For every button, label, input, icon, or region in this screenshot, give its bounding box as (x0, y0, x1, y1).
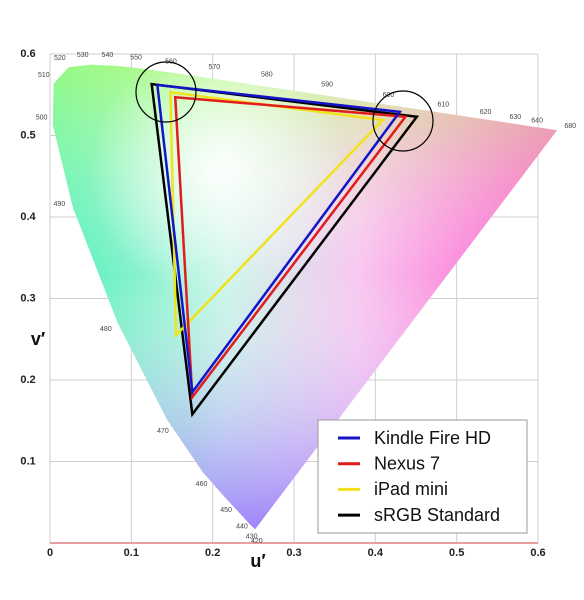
wavelength-label: 460 (196, 481, 208, 488)
wavelength-label: 550 (130, 54, 142, 61)
y-tick-label: 0.5 (20, 129, 35, 141)
wavelength-label: 590 (321, 81, 333, 88)
legend-label: Nexus 7 (374, 453, 440, 473)
highlight-circle (135, 61, 197, 123)
x-tick-label: 0 (47, 547, 53, 559)
gamut-triangle (173, 95, 408, 401)
x-tick-label: 0.2 (205, 547, 220, 559)
wavelength-label: 610 (437, 102, 449, 109)
wavelength-label: 430 (246, 533, 258, 540)
x-tick-label: 0.6 (530, 547, 545, 559)
wavelength-label: 440 (236, 523, 248, 530)
y-tick-label: 0.1 (20, 455, 35, 467)
wavelength-label: 510 (38, 72, 50, 79)
y-tick-label: 0.6 (20, 48, 35, 60)
gamut-triangle (155, 83, 403, 396)
wavelength-label: 470 (157, 428, 169, 435)
x-tick-label: 0.5 (449, 547, 464, 559)
wavelength-label: 450 (220, 507, 232, 514)
x-tick-label: 0.4 (368, 547, 384, 559)
y-tick-label: 0.2 (20, 374, 35, 386)
x-tick-label: 0.1 (124, 547, 139, 559)
wavelength-label: 520 (54, 55, 66, 62)
legend: Kindle Fire HD Nexus 7 iPad mini sRGB Stand… (338, 428, 500, 525)
highlight-circle (372, 90, 434, 152)
wavelength-label: 500 (36, 115, 48, 122)
wavelength-label: 560 (165, 58, 177, 65)
wavelength-label: 480 (100, 326, 112, 333)
wavelength-label: 580 (261, 72, 273, 79)
legend-label: Kindle Fire HD (374, 428, 491, 448)
wavelength-label: 530 (77, 52, 89, 59)
wavelength-label: 540 (102, 52, 114, 59)
wavelength-label: 630 (510, 114, 522, 121)
wavelength-label: 600 (383, 92, 395, 99)
x-axis-label: u′ (250, 551, 265, 571)
wavelength-label: 490 (54, 201, 66, 208)
wavelength-label: 620 (480, 109, 492, 116)
legend-label: iPad mini (374, 479, 448, 499)
wavelength-label: 570 (208, 64, 220, 71)
x-tick-label: 0.3 (286, 547, 301, 559)
wavelength-label: 680 (564, 123, 576, 130)
wavelength-label: 420 (251, 538, 263, 545)
wavelength-label: 640 (531, 118, 543, 125)
y-tick-label: 0.3 (20, 292, 35, 304)
gamut-triangle (150, 82, 420, 418)
y-tick-label: 0.4 (20, 211, 36, 223)
y-axis-label: v′ (31, 329, 45, 349)
legend-label: sRGB Standard (374, 505, 500, 525)
